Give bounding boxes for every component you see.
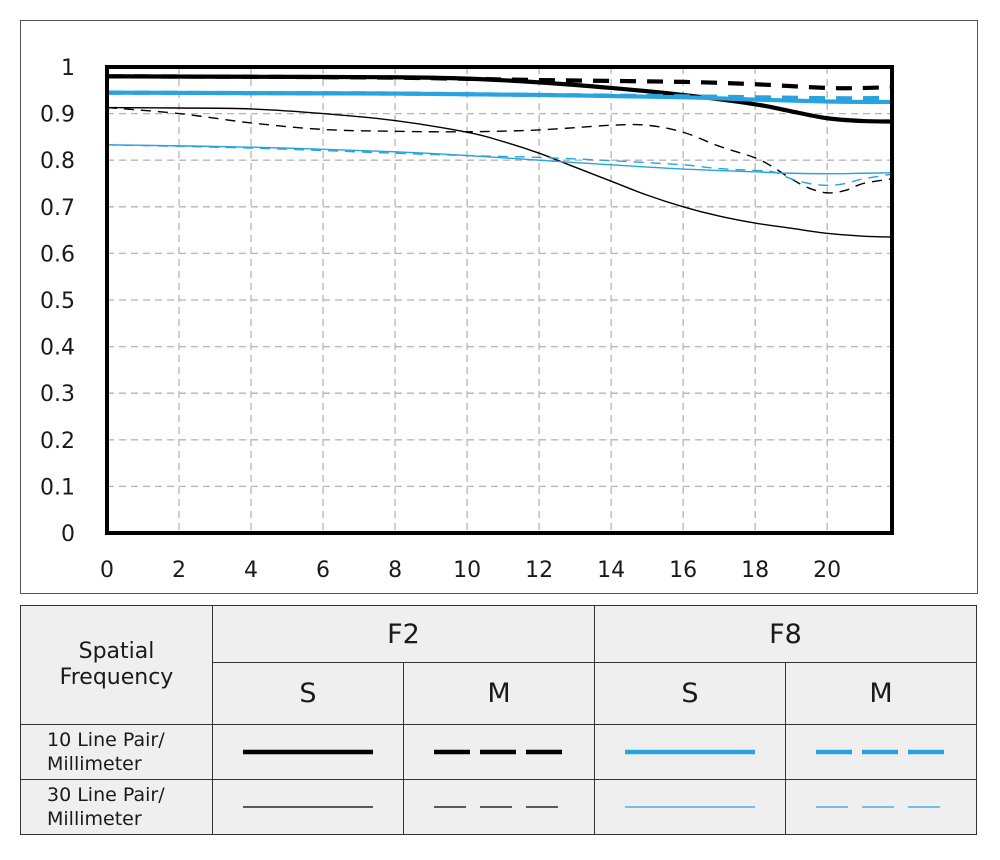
y-tick-labels: 0 0.1 0.2 0.3 0.4 0.5 0.6 0.7 0.8 0.9 1 (40, 56, 75, 547)
y-tick-label: 0.2 (40, 429, 75, 454)
legend-sample-f2-s-10 (212, 724, 404, 780)
row-label-10lp: 10 Line Pair/ Millimeter (20, 724, 213, 780)
y-tick-label: 0.5 (40, 289, 75, 314)
x-tick-label: 18 (741, 558, 769, 583)
y-tick-label: 0.6 (40, 242, 75, 267)
legend-sample-f2-s-30 (212, 779, 404, 835)
y-tick-label: 0.7 (40, 196, 75, 221)
line-sample (816, 806, 946, 808)
grid (107, 67, 892, 533)
x-tick-label: 0 (100, 558, 114, 583)
legend-sample-f8-s-10 (594, 724, 786, 780)
aperture-header-f8: F8 (594, 605, 977, 663)
direction-header-f2-s: S (212, 662, 404, 725)
line-sample (625, 749, 755, 755)
y-tick-label: 0.8 (40, 149, 75, 174)
line-sample (243, 749, 373, 755)
row-label-30lp: 30 Line Pair/ Millimeter (20, 779, 213, 835)
series-line-f2-s-30 (106, 106, 893, 238)
legend-sample-f8-m-30 (785, 779, 977, 835)
series-lines (106, 74, 893, 238)
y-tick-label: 0.1 (40, 475, 75, 500)
line-sample (434, 806, 564, 808)
mtf-chart: 0 0.1 0.2 0.3 0.4 0.5 0.6 0.7 0.8 0.9 1 0 2 4 6 8 10 12 1… (40, 56, 894, 583)
x-tick-label: 16 (669, 558, 697, 583)
y-tick-label: 0.4 (40, 336, 75, 361)
x-tick-label: 4 (244, 558, 258, 583)
direction-header-f8-s: S (594, 662, 786, 725)
series-line-f8-m-10 (106, 90, 893, 101)
series-line-f8-s-30 (106, 144, 893, 175)
series-line-f2-m-30 (106, 106, 893, 194)
x-tick-labels: 0 2 4 6 8 10 12 14 16 18 20 (100, 558, 841, 583)
y-tick-label: 1 (61, 56, 75, 81)
legend-sample-f8-m-10 (785, 724, 977, 780)
x-tick-label: 6 (316, 558, 330, 583)
x-tick-label: 14 (597, 558, 625, 583)
y-tick-label: 0 (61, 522, 75, 547)
series-line-f8-m-30 (106, 144, 893, 187)
direction-header-f8-m: M (785, 662, 977, 725)
x-tick-label: 2 (172, 558, 186, 583)
y-tick-label: 0.9 (40, 103, 75, 128)
line-sample (243, 806, 373, 808)
x-tick-label: 10 (453, 558, 481, 583)
x-tick-label: 20 (813, 558, 841, 583)
legend-sample-f8-s-30 (594, 779, 786, 835)
legend-sample-f2-m-10 (403, 724, 595, 780)
spatial-frequency-header: Spatial Frequency (20, 605, 213, 725)
line-sample (434, 749, 564, 755)
y-tick-label: 0.3 (40, 382, 75, 407)
chart-panel: 0 0.1 0.2 0.3 0.4 0.5 0.6 0.7 0.8 0.9 1 0 2 4 6 8 10 12 1… (20, 20, 978, 594)
plot-frame (105, 65, 894, 535)
line-sample (816, 749, 946, 755)
line-sample (625, 806, 755, 808)
aperture-header-f2: F2 (212, 605, 595, 663)
x-tick-label: 12 (525, 558, 553, 583)
legend-sample-f2-m-30 (403, 779, 595, 835)
x-tick-label: 8 (388, 558, 402, 583)
direction-header-f2-m: M (403, 662, 595, 725)
series-line-f2-m-10 (106, 74, 893, 91)
legend-table: Spatial Frequency F2 F8 S M S M 10 Line … (20, 605, 977, 835)
